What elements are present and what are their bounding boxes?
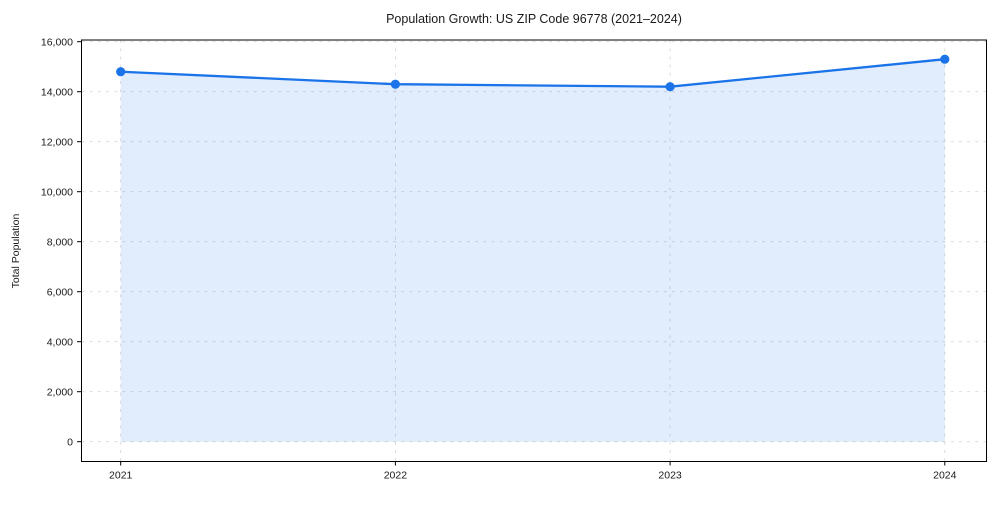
data-line	[119, 58, 946, 88]
y-tick-label: 10,000	[41, 186, 73, 198]
line-path	[119, 58, 946, 88]
y-tick-label: 8,000	[47, 236, 73, 248]
data-point	[390, 79, 400, 89]
y-axis-tick-labels: 0 2,000 4,000 6,000 8,000 10,000 12,000 14,000 1…	[41, 36, 73, 448]
plot-border	[81, 39, 987, 462]
y-tick-label: 12,000	[41, 136, 73, 148]
y-axis-label: Total Population	[10, 213, 22, 288]
y-tick-label: 0	[67, 436, 73, 448]
x-axis-tick-labels: 2021 2022 2023 2024	[109, 470, 957, 482]
data-point	[116, 67, 126, 77]
y-tick-label: 6,000	[47, 286, 73, 298]
axis-ticks	[77, 41, 946, 466]
x-tick-label: 2022	[384, 470, 408, 482]
x-tick-label: 2023	[658, 470, 682, 482]
area-fill-path	[120, 59, 945, 442]
data-point	[940, 54, 950, 64]
y-tick-label: 4,000	[47, 336, 73, 348]
x-tick-label: 2024	[933, 470, 957, 482]
y-tick-label: 14,000	[41, 86, 73, 98]
gridlines	[81, 40, 987, 462]
data-points	[116, 54, 950, 92]
x-tick-label: 2021	[109, 470, 133, 482]
area-fill	[120, 59, 945, 442]
data-point	[665, 82, 675, 92]
chart-title: Population Growth: US ZIP Code 96778 (20…	[386, 12, 682, 26]
y-tick-label: 16,000	[41, 36, 73, 48]
y-tick-label: 2,000	[47, 386, 73, 398]
